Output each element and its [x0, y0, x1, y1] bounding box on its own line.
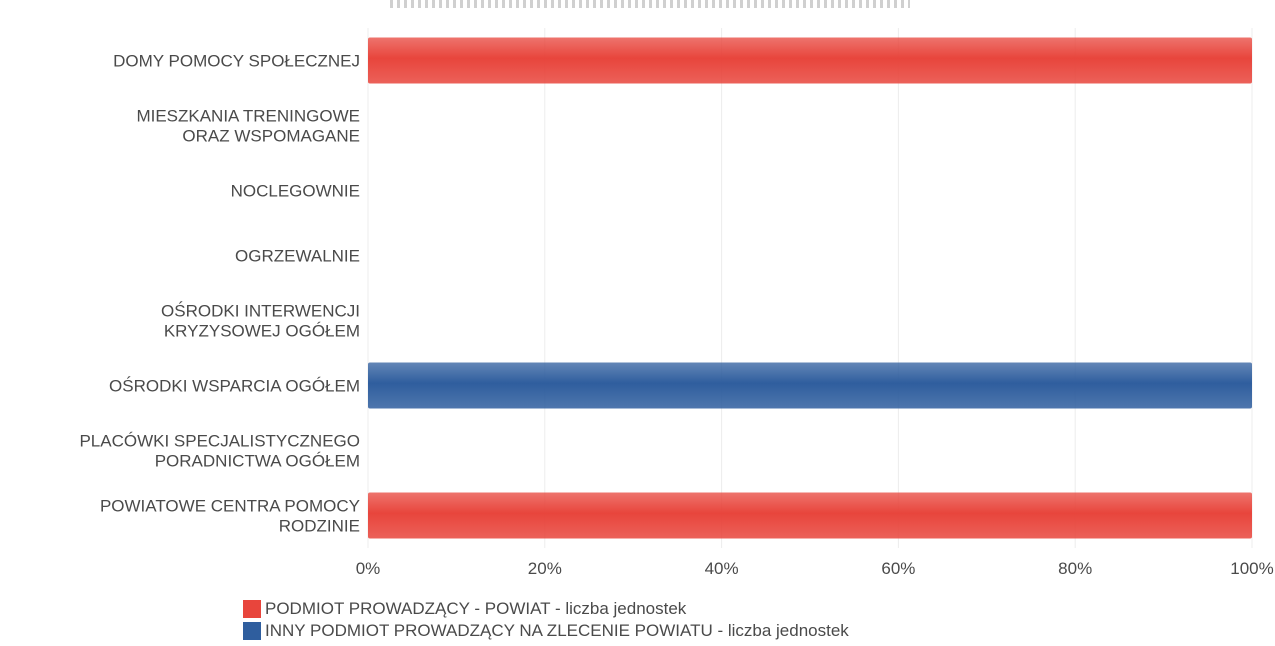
bars [368, 37, 1252, 539]
category-label: OŚRODKI WSPARCIA OGÓŁEM [109, 377, 360, 396]
x-tick-label: 20% [528, 559, 562, 578]
category-label: MIESZKANIA TRENINGOWE ORAZ WSPOMAGANE [136, 107, 360, 146]
legend-item-inny: INNY PODMIOT PROWADZĄCY NA ZLECENIE POWI… [243, 620, 849, 642]
x-tick-label: 80% [1058, 559, 1092, 578]
x-tick-label: 100% [1230, 559, 1273, 578]
category-label: NOCLEGOWNIE [231, 182, 360, 201]
category-labels: DOMY POMOCY SPOŁECZNEJ MIESZKANIA TRENING… [79, 52, 360, 536]
bar-powiat-7 [368, 492, 1252, 539]
legend-item-powiat: PODMIOT PROWADZĄCY - POWIAT - liczba jed… [243, 598, 849, 620]
x-tick-label: 60% [881, 559, 915, 578]
x-tick-label: 0% [356, 559, 381, 578]
legend-label-powiat: PODMIOT PROWADZĄCY - POWIAT - liczba jed… [265, 599, 687, 618]
legend-swatch-powiat [243, 600, 261, 618]
category-label: DOMY POMOCY SPOŁECZNEJ [113, 52, 360, 71]
legend-swatch-inny [243, 622, 261, 640]
x-axis-ticks: 0% 20% 40% 60% 80% 100% [356, 559, 1274, 578]
category-label: OŚRODKI INTERWENCJI KRYZYSOWEJ OGÓŁEM [161, 302, 360, 341]
x-tick-label: 40% [705, 559, 739, 578]
category-label: POWIATOWE CENTRA POMOCY RODZINIE [100, 497, 360, 536]
category-label: OGRZEWALNIE [235, 247, 360, 266]
gridlines [367, 28, 1253, 548]
legend-label-inny: INNY PODMIOT PROWADZĄCY NA ZLECENIE POWI… [265, 621, 849, 640]
bar-powiat-0 [368, 37, 1252, 84]
title-fragment [390, 0, 910, 8]
legend: PODMIOT PROWADZĄCY - POWIAT - liczba jed… [243, 598, 849, 642]
bar-inny-5 [368, 362, 1252, 409]
category-label: PLACÓWKI SPECJALISTYCZNEGO PORADNICTWA OG… [79, 432, 360, 471]
